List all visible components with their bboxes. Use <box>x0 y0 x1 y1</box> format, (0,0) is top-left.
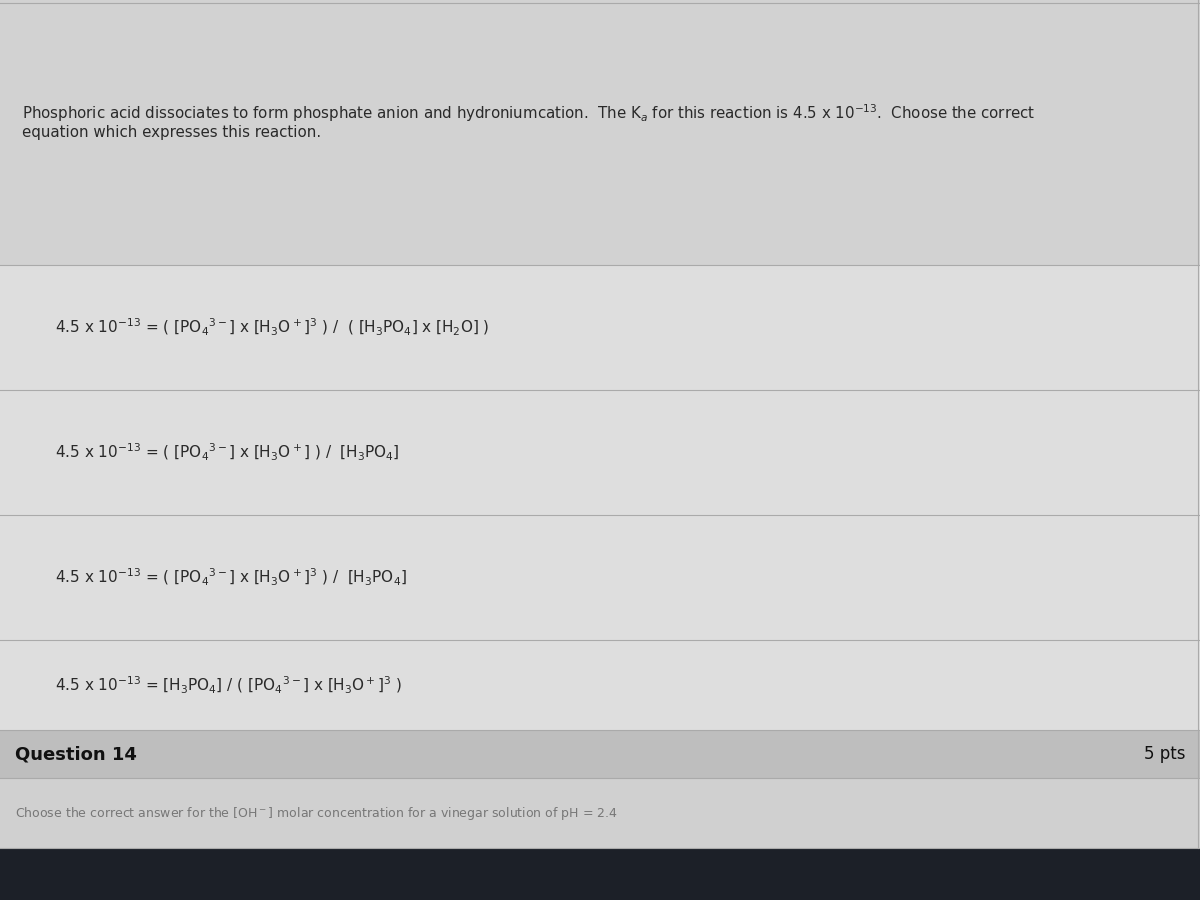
Text: equation which expresses this reaction.: equation which expresses this reaction. <box>22 124 322 140</box>
FancyBboxPatch shape <box>0 265 1200 730</box>
FancyBboxPatch shape <box>0 778 1200 848</box>
FancyBboxPatch shape <box>0 0 1200 265</box>
Text: 4.5 x 10$^{-13}$ = ( [PO$_4$$^{3-}$] x [H$_3$O$^+$]$^3$ ) /  [H$_3$PO$_4$]: 4.5 x 10$^{-13}$ = ( [PO$_4$$^{3-}$] x [… <box>55 567 407 588</box>
Text: 4.5 x 10$^{-13}$ = [H$_3$PO$_4$] / ( [PO$_4$$^{3-}$] x [H$_3$O$^+$]$^3$ ): 4.5 x 10$^{-13}$ = [H$_3$PO$_4$] / ( [PO… <box>55 674 402 696</box>
FancyBboxPatch shape <box>0 730 1200 778</box>
Text: Choose the correct answer for the [OH$^-$] molar concentration for a vinegar sol: Choose the correct answer for the [OH$^-… <box>14 805 618 822</box>
Text: 4.5 x 10$^{-13}$ = ( [PO$_4$$^{3-}$] x [H$_3$O$^+$]$^3$ ) /  ( [H$_3$PO$_4$] x [: 4.5 x 10$^{-13}$ = ( [PO$_4$$^{3-}$] x [… <box>55 317 490 338</box>
Text: 4.5 x 10$^{-13}$ = ( [PO$_4$$^{3-}$] x [H$_3$O$^+$] ) /  [H$_3$PO$_4$]: 4.5 x 10$^{-13}$ = ( [PO$_4$$^{3-}$] x [… <box>55 442 400 463</box>
FancyBboxPatch shape <box>0 848 1200 900</box>
Text: Phosphoric acid dissociates to form phosphate anion and hydroniumcation.  The K$: Phosphoric acid dissociates to form phos… <box>22 103 1036 124</box>
Text: Question 14: Question 14 <box>14 745 137 763</box>
Text: 5 pts: 5 pts <box>1144 745 1186 763</box>
